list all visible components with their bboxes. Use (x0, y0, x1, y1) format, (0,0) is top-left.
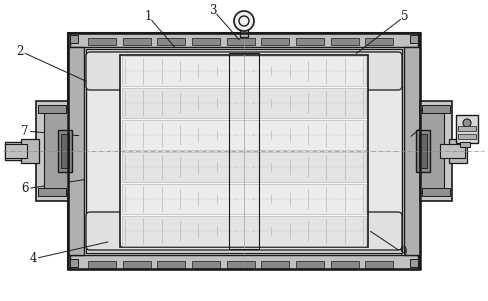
Bar (68, 47, 84, 255)
Bar (457, 126, 475, 131)
Bar (226, 261, 254, 268)
Text: 8: 8 (427, 111, 435, 125)
Bar (122, 152, 365, 182)
Bar (455, 115, 477, 143)
Text: 9: 9 (398, 247, 406, 259)
Bar (5, 144, 27, 158)
Bar (21, 139, 39, 163)
Bar (68, 33, 419, 269)
Bar (330, 38, 358, 45)
Bar (157, 38, 185, 45)
Bar (88, 261, 116, 268)
Bar (70, 35, 78, 43)
Bar (122, 261, 150, 268)
Text: 2: 2 (16, 45, 23, 57)
Bar (415, 130, 429, 172)
Bar (157, 261, 185, 268)
Bar (439, 144, 464, 158)
Circle shape (234, 11, 253, 31)
Bar (365, 261, 392, 268)
Bar (86, 49, 401, 59)
Bar (88, 38, 116, 45)
Bar (228, 53, 259, 249)
Bar (86, 243, 401, 253)
Bar (295, 261, 324, 268)
Bar (120, 55, 367, 247)
Text: 3: 3 (209, 4, 216, 17)
Bar (365, 38, 392, 45)
Bar (61, 134, 69, 168)
FancyBboxPatch shape (86, 52, 401, 90)
Bar (192, 261, 220, 268)
Bar (409, 35, 417, 43)
Text: 1: 1 (144, 10, 151, 23)
Circle shape (462, 119, 470, 127)
Bar (226, 38, 254, 45)
Bar (44, 109, 68, 193)
Bar (421, 188, 449, 196)
Bar (409, 259, 417, 267)
Bar (451, 142, 461, 160)
Bar (38, 105, 66, 113)
Bar (68, 33, 419, 269)
Bar (58, 130, 72, 172)
Bar (295, 38, 324, 45)
Bar (240, 19, 247, 37)
Bar (261, 38, 289, 45)
Text: 5: 5 (401, 10, 408, 23)
Bar (5, 142, 36, 160)
Text: 6: 6 (21, 182, 29, 196)
Bar (448, 139, 466, 163)
Bar (459, 142, 469, 147)
Bar (261, 261, 289, 268)
Bar (38, 188, 66, 196)
Bar (419, 101, 451, 201)
Bar (421, 105, 449, 113)
Bar (122, 38, 150, 45)
Bar (122, 120, 365, 150)
Bar (192, 38, 220, 45)
Bar (70, 259, 78, 267)
Bar (36, 101, 68, 201)
Bar (70, 33, 417, 47)
Bar (457, 134, 475, 139)
Text: 4: 4 (29, 253, 37, 265)
FancyBboxPatch shape (86, 212, 401, 250)
Bar (122, 216, 365, 246)
Text: 7: 7 (21, 125, 29, 138)
Bar (419, 109, 443, 193)
Bar (122, 56, 365, 86)
Bar (403, 47, 419, 255)
Bar (330, 261, 358, 268)
Bar (418, 134, 426, 168)
Bar (122, 184, 365, 214)
Bar (86, 49, 401, 253)
Bar (122, 88, 365, 118)
Bar (70, 255, 417, 269)
